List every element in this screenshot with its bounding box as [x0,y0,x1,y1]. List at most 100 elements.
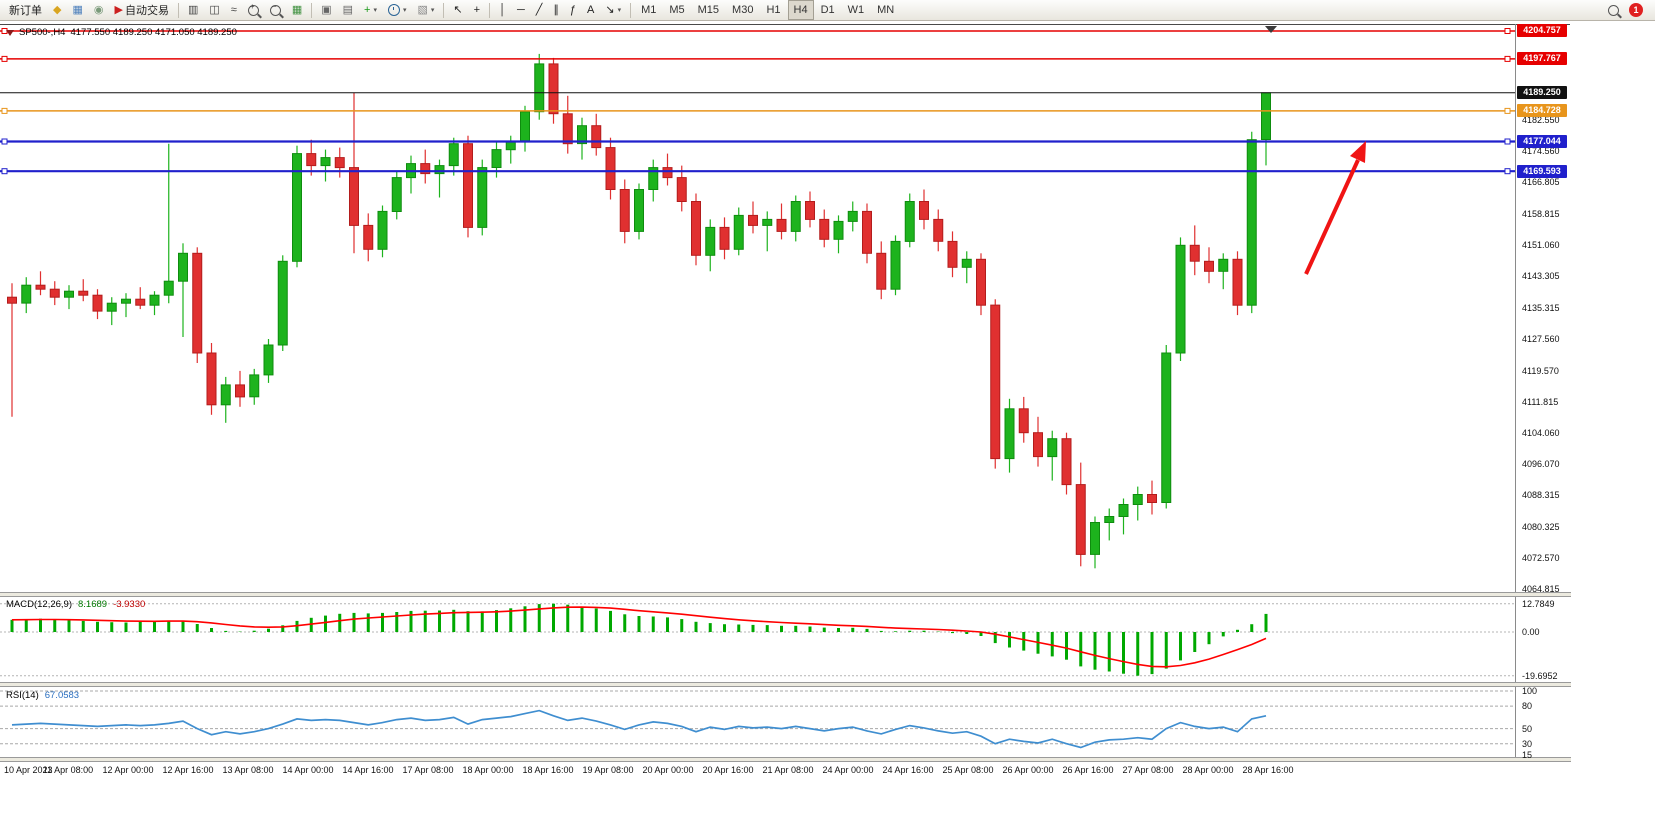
rsi-line [11,709,1267,749]
tile-windows-button[interactable]: ▦ [287,0,307,20]
channel-icon: ∥ [553,3,559,16]
rsi-axis-label: 50 [1522,723,1533,734]
price-level-line-4204.757[interactable] [0,28,1515,34]
dropdown-caret-icon: ▾ [430,7,435,14]
trendline-button[interactable]: ╱ [531,0,548,20]
price-tag-4197.767: 4197.767 [1517,52,1567,66]
autotrading-button-label: 自动交易 [124,5,169,17]
diamond-icon: ◆ [53,3,62,16]
time-axis-label: 10 Apr 2023 [4,765,53,775]
chart-bars-button[interactable]: ▥ [183,0,203,20]
line-chart-icon: ≈ [230,3,237,16]
vertical-line-button[interactable]: │ [494,0,511,20]
rsi-axis-label: 100 [1522,686,1538,696]
price-tick-label: 4119.570 [1522,365,1559,376]
time-axis[interactable]: 10 Apr 2023 11 Apr 08:00 12 Apr 00:00 12 Ap… [0,762,1571,780]
price-tag-4169.593: 4169.593 [1517,164,1567,178]
periods-button[interactable]: ▾ [383,0,412,20]
zoom-out-icon: − [269,3,281,16]
macd-value: 8.1689 [78,599,108,610]
time-axis-label: 17 Apr 08:00 [402,765,454,775]
zoom-in-button[interactable]: + [243,0,264,20]
price-level-line-4197.767[interactable] [0,55,1515,62]
price-tag-4184.728: 4184.728 [1517,104,1567,118]
time-axis-label: 24 Apr 16:00 [882,765,934,775]
time-axis-label: 24 Apr 00:00 [822,765,874,775]
time-axis-label: 18 Apr 16:00 [522,765,574,775]
time-axis-label: 20 Apr 00:00 [642,765,694,775]
cursor-button[interactable]: ↖ [448,0,467,20]
timeframe-h1-button-label: H1 [766,4,781,16]
price-level-line-4177.044[interactable] [0,138,1515,145]
horizontal-line-button[interactable]: ─ [512,0,530,20]
timeframe-m15-button[interactable]: M15 [692,0,725,20]
metaeditor-button[interactable]: ◆ [48,0,66,20]
rsi-axis-label: 15 [1522,749,1533,760]
dropdown-caret-icon: ▾ [617,7,622,14]
auto-scroll-button[interactable]: ▣ [316,0,336,20]
toolbar-separator [443,2,445,18]
autotrading-button[interactable]: ▶ 自动交易 [109,0,173,20]
trendline-icon: ╱ [535,3,543,16]
market-watch-button[interactable]: ▦ [67,0,87,20]
timeframe-m5-button-label: M5 [669,4,685,16]
time-axis-label: 19 Apr 08:00 [582,765,634,775]
macd-axis-label: 0.00 [1522,627,1540,637]
main-toolbar: 新订单 ◆ ▦ ◉ ▶ 自动交易 ▥ ◫ ≈ + − ▦ ▣ ▤ + ▾ ▾ ▧ ▾ ↖ + │ ─ ╱ ∥ ƒ A ↘ ▾ M1 M5 M1… [0,0,1655,21]
zoom-out-button[interactable]: − [265,0,286,20]
play-icon: ▶ [114,3,123,16]
channel-button[interactable]: ∥ [548,0,564,20]
time-axis-label: 12 Apr 16:00 [162,765,214,775]
text-tool-button[interactable]: A [582,0,599,20]
timeframe-h4-button[interactable]: H4 [787,0,814,20]
panel-separator[interactable] [0,682,1571,687]
fibonacci-button[interactable]: ƒ [565,0,581,20]
price-tick-label: 4088.315 [1522,490,1560,501]
timeframe-m15-button-label: M15 [697,4,720,16]
time-axis-label: 20 Apr 16:00 [702,765,754,775]
vertical-line-icon: │ [499,3,506,16]
price-tick-label: 4096.070 [1522,459,1560,470]
timeframe-w1-button-label: W1 [847,4,865,16]
timeframe-d1-button[interactable]: D1 [815,0,841,20]
crosshair-button[interactable]: + [469,0,485,20]
price-tick-label: 4111.815 [1522,396,1559,407]
data-window-button[interactable]: ◉ [89,0,109,20]
macd-label-row: MACD(12,26,9) 8.1689 -3.9330 [6,599,145,610]
new-order-button[interactable]: 新订单 [4,0,47,20]
price-level-line-4184.728[interactable] [0,107,1515,114]
price-tag-4204.757: 4204.757 [1517,24,1567,38]
panel-separator[interactable] [0,592,1571,597]
fibonacci-icon: ƒ [569,3,576,16]
chart-canvas[interactable] [0,0,1571,790]
chart-candles-button[interactable]: ◫ [204,0,224,20]
timeframe-mn-button[interactable]: MN [871,0,900,20]
time-axis-label: 14 Apr 00:00 [282,765,334,775]
arrows-tool-button[interactable]: ↘ ▾ [600,0,626,20]
timeframe-w1-button[interactable]: W1 [842,0,871,20]
price-level-line-4169.593[interactable] [0,168,1515,175]
chart-shift-marker-icon[interactable] [1265,26,1277,33]
timeframe-m1-button[interactable]: M1 [635,0,662,20]
timeframe-m5-button[interactable]: M5 [663,0,690,20]
price-tick-label: 4143.305 [1522,271,1560,282]
price-tag-4177.044: 4177.044 [1517,134,1567,148]
macd-signal-value: -3.9330 [113,599,146,610]
templates-button[interactable]: ▧ ▾ [413,0,440,20]
timeframe-h1-button[interactable]: H1 [760,0,786,20]
search-button[interactable] [1603,0,1624,20]
price-axis[interactable]: 4182.550 4174.560 4166.805 4158.815 4151.060… [1516,24,1572,764]
chart-shift-button[interactable]: ▤ [338,0,358,20]
zoom-in-icon: + [247,3,259,16]
notification-badge[interactable]: 1 [1629,3,1643,17]
template-icon: ▧ [417,3,428,16]
new-order-button-label: 新订单 [9,5,42,17]
chart-line-button[interactable]: ≈ [226,0,242,20]
annotation-arrow[interactable] [1304,141,1366,275]
toolbar-separator [177,2,179,18]
timeframe-m30-button[interactable]: M30 [726,0,759,20]
panel-separator[interactable] [0,757,1571,762]
tile-grid-icon: ▦ [291,3,303,16]
time-axis-label: 13 Apr 08:00 [222,765,274,775]
indicators-button[interactable]: + ▾ [359,0,382,20]
